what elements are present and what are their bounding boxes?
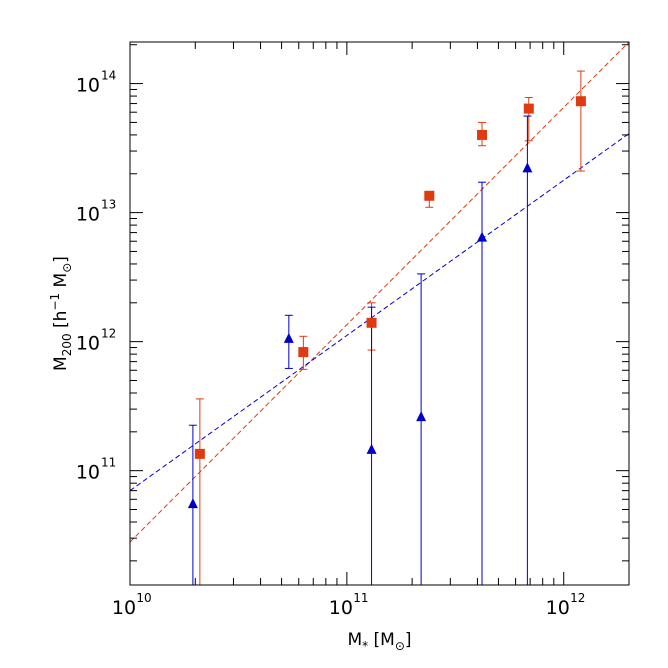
y-tick-label-exponent: 11: [101, 456, 116, 470]
x-tick-label-exponent: 10: [136, 591, 151, 605]
y-label-sub: 200: [60, 333, 74, 356]
square-marker: [523, 103, 534, 114]
axes: [129, 41, 630, 586]
x-label-main: M: [347, 630, 362, 650]
error-bars: [188, 70, 585, 585]
x-tick-label-exponent: 11: [353, 591, 368, 605]
x-label-close: ]: [405, 630, 412, 650]
square-marker: [477, 129, 488, 140]
x-tick-label: 10: [546, 597, 570, 619]
y-tick-label-exponent: 14: [101, 69, 116, 83]
square-marker: [298, 347, 309, 358]
x-label-sub: *: [362, 639, 368, 653]
x-tick-label: 10: [112, 597, 136, 619]
y-label-sup: −1: [48, 293, 62, 311]
square-marker: [424, 190, 435, 201]
triangle-marker: [477, 231, 488, 242]
y-tick-label: 10: [76, 462, 100, 484]
x-tick-label: 10: [329, 597, 353, 619]
x-axis-label: M* [M⊙]: [347, 630, 411, 653]
square-marker: [194, 448, 205, 459]
y-label-tail: M: [51, 273, 71, 293]
triangle-marker: [187, 498, 198, 509]
x-label-bracket-sub: ⊙: [395, 639, 405, 653]
triangle-marker: [416, 411, 427, 422]
y-tick-label-exponent: 13: [101, 198, 116, 212]
y-axis-label: M200 [h−1 M⊙]: [48, 256, 74, 371]
x-tick-label-exponent: 12: [570, 591, 585, 605]
y-tick-label: 10: [76, 75, 100, 97]
fit-line-triangle: [130, 133, 629, 492]
data-markers: [187, 96, 586, 509]
triangle-marker: [366, 443, 377, 454]
y-tick-label: 10: [76, 204, 100, 226]
triangle-marker: [522, 162, 533, 173]
triangle-marker: [283, 332, 294, 343]
fit-line-square: [130, 42, 629, 543]
y-label-tail-sub: ⊙: [60, 263, 74, 273]
y-label-close: ]: [51, 256, 71, 263]
plot-frame: [129, 41, 630, 586]
fit-lines: [130, 42, 629, 543]
square-marker: [575, 96, 586, 107]
y-tick-label-exponent: 12: [101, 327, 116, 341]
y-tick-label: 10: [76, 333, 100, 355]
y-label-mid: [h: [51, 311, 71, 334]
y-label-main: M: [51, 356, 71, 371]
square-marker: [366, 317, 377, 328]
x-label-bracket: [M: [368, 630, 395, 650]
